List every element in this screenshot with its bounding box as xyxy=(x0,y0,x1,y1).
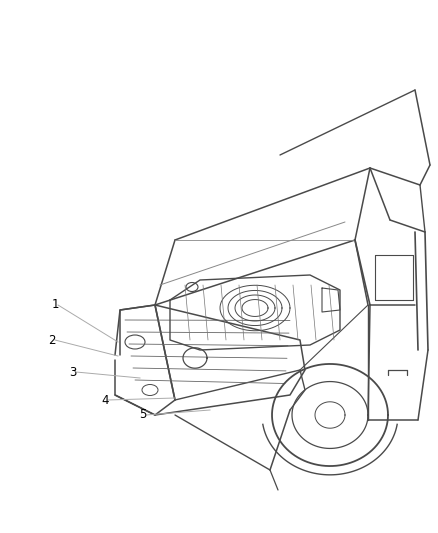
Text: 3: 3 xyxy=(69,366,77,378)
Text: 2: 2 xyxy=(48,334,56,346)
Text: 4: 4 xyxy=(101,393,109,407)
Text: 5: 5 xyxy=(139,408,147,422)
Text: 1: 1 xyxy=(51,298,59,311)
